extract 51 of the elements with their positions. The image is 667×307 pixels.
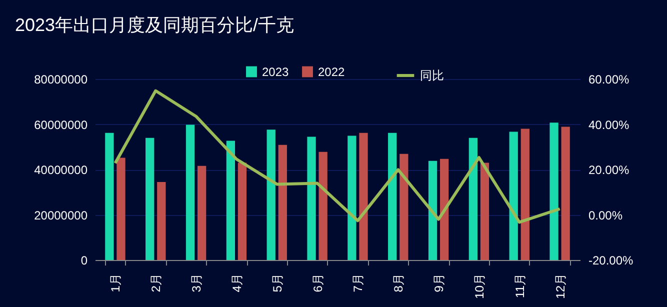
x-tick-label: 5月 bbox=[270, 274, 284, 292]
x-tick-label: 8月 bbox=[392, 274, 406, 292]
bar bbox=[186, 124, 195, 260]
bar bbox=[480, 162, 490, 260]
x-tick-label: 1月 bbox=[108, 274, 123, 292]
bar bbox=[105, 132, 114, 260]
y-tick-label: 20000000 bbox=[34, 208, 88, 222]
bar bbox=[116, 158, 126, 260]
bar bbox=[520, 128, 530, 260]
x-tick-label: 7月 bbox=[351, 274, 366, 292]
bar bbox=[428, 160, 438, 260]
bar bbox=[307, 136, 316, 260]
chart-title: 2023年出口月度及同期百分比/千克 bbox=[15, 15, 294, 35]
bar bbox=[468, 138, 478, 260]
y-tick-label: 40000000 bbox=[34, 163, 88, 177]
bar bbox=[318, 152, 328, 260]
x-tick-label: 11月 bbox=[512, 274, 527, 298]
y2-tick-label: 0.00% bbox=[588, 208, 623, 222]
x-tick-label: 4月 bbox=[230, 274, 244, 292]
bar bbox=[197, 166, 206, 260]
x-tick-label: 6月 bbox=[310, 274, 325, 292]
bar bbox=[157, 182, 166, 260]
bar bbox=[561, 126, 570, 260]
bar bbox=[278, 144, 287, 260]
y2-tick-label: -20.00% bbox=[588, 254, 634, 268]
x-tick-label: 10月 bbox=[472, 274, 486, 299]
bar bbox=[388, 132, 397, 260]
y2-tick-label: 20.00% bbox=[588, 163, 630, 177]
bar bbox=[238, 162, 247, 260]
line-series bbox=[114, 89, 562, 224]
bar bbox=[400, 154, 408, 260]
legend-label: 2022 bbox=[318, 64, 346, 79]
bar bbox=[146, 138, 154, 260]
y2-tick-label: 40.00% bbox=[588, 118, 630, 132]
bar bbox=[359, 132, 368, 260]
bar bbox=[550, 122, 558, 260]
x-tick-label: 3月 bbox=[190, 274, 204, 292]
bar bbox=[348, 136, 356, 260]
x-tick-label: 9月 bbox=[432, 274, 446, 292]
y-tick-label: 60000000 bbox=[34, 118, 88, 132]
bar bbox=[440, 158, 449, 260]
legend-label: 同比 bbox=[420, 68, 444, 82]
bar bbox=[509, 132, 518, 260]
y-tick-label: 80000000 bbox=[34, 72, 88, 86]
y2-tick-label: 60.00% bbox=[588, 72, 630, 86]
bar bbox=[226, 140, 236, 260]
bar bbox=[266, 130, 276, 260]
y-tick-label: 0 bbox=[80, 254, 88, 268]
x-tick-label: 12月 bbox=[553, 274, 568, 299]
x-tick-label: 2月 bbox=[149, 274, 164, 292]
legend-label: 2023 bbox=[262, 64, 290, 79]
